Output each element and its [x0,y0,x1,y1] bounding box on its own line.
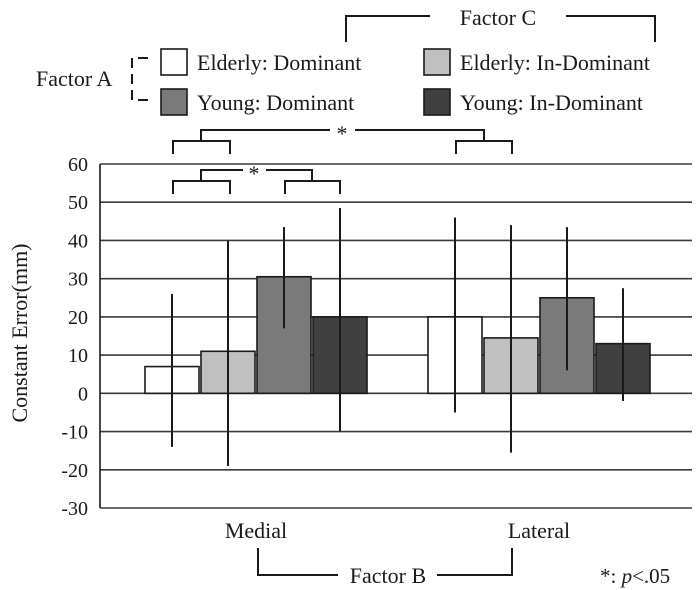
legend-swatch [160,88,188,116]
y-tick-label: 50 [68,192,88,214]
x-axis-categories: Medial Lateral [225,518,570,543]
factor-c-bracket: Factor C [345,5,656,42]
significance-marker-medial: * [249,161,260,186]
y-tick-label: 20 [68,307,88,329]
x-category-label: Lateral [508,518,570,543]
y-tick-label: 60 [68,154,88,176]
y-tick-label: -10 [61,422,88,444]
significance-note: *: p<.05 [600,564,670,588]
legend-swatch [423,48,451,76]
y-axis-label: Constant Error(mm) [7,243,32,422]
y-axis-ticks: -30 -20 -10 0 10 20 30 40 50 60 [61,154,88,520]
legend-label: Elderly: In-Dominant [460,50,650,75]
y-tick-label: 30 [68,269,88,291]
y-tick-label: 10 [68,345,88,367]
factor-b-label: Factor B [350,563,426,588]
error-bars [171,207,624,466]
legend: Elderly: Dominant Elderly: In-Dominant You… [160,48,650,116]
significance-brackets: * * [172,121,513,194]
y-tick-label: 0 [78,383,88,405]
factor-c-label: Factor C [460,5,536,30]
gridlines [99,163,692,509]
factor-a-label: Factor A [36,66,112,91]
legend-label: Young: Dominant [197,90,354,115]
y-tick-label: -20 [61,460,88,482]
bars [144,275,651,395]
legend-label: Young: In-Dominant [460,90,643,115]
legend-swatch [160,48,188,76]
factor-b-bracket: Factor B [257,548,513,588]
significance-marker-across: * [337,121,348,146]
y-tick-label: 40 [68,230,88,252]
x-category-label: Medial [225,518,287,543]
legend-label: Elderly: Dominant [197,50,361,75]
legend-swatch [423,88,451,116]
y-tick-label: -30 [61,498,88,520]
factor-a-bracket: Factor A [36,57,148,101]
